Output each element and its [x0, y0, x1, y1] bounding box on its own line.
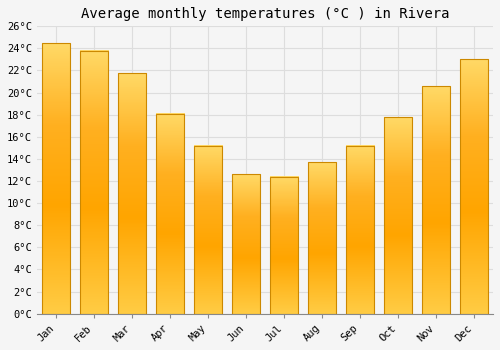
Bar	[460, 60, 488, 314]
Bar	[308, 162, 336, 314]
Bar	[384, 117, 412, 314]
Bar	[346, 146, 374, 314]
Bar	[422, 86, 450, 314]
Bar	[42, 43, 70, 314]
Bar	[80, 51, 108, 314]
Bar	[194, 146, 222, 314]
Bar	[232, 174, 260, 314]
Bar	[118, 73, 146, 314]
Title: Average monthly temperatures (°C ) in Rivera: Average monthly temperatures (°C ) in Ri…	[80, 7, 449, 21]
Bar	[156, 114, 184, 314]
Bar	[270, 177, 298, 314]
